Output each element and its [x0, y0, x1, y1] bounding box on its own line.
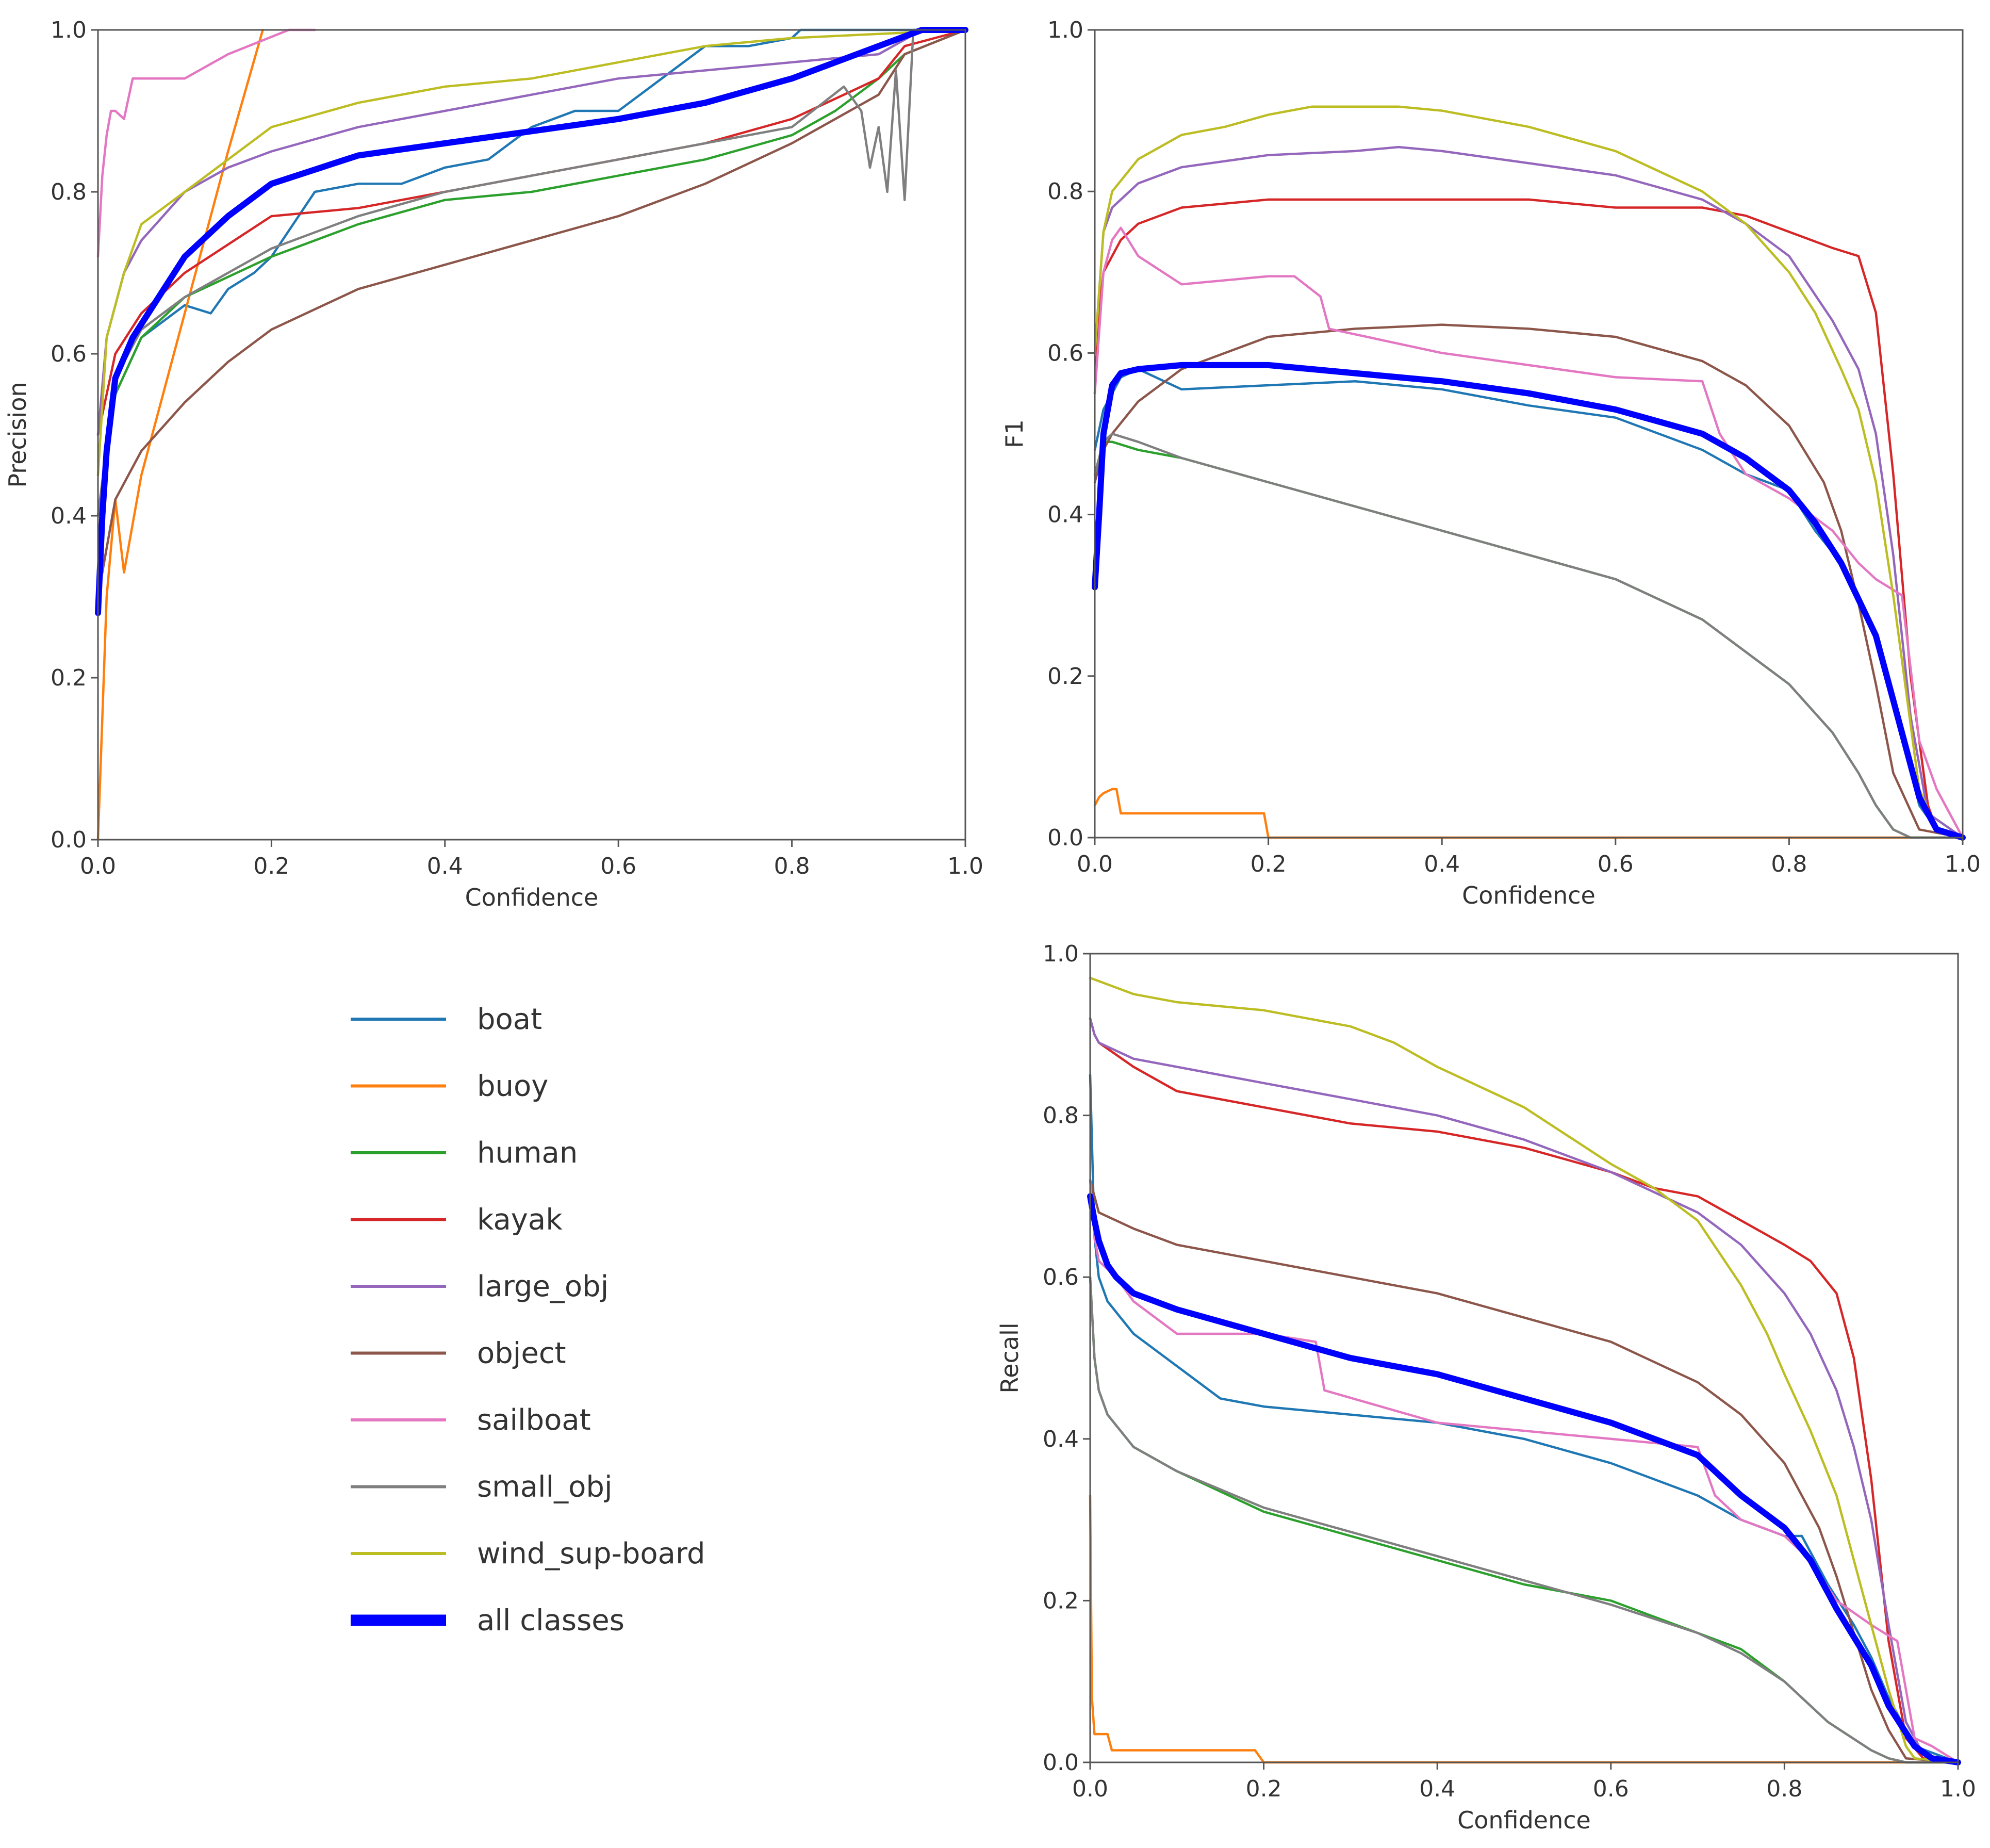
recall-y-tick-label: 0.0	[1043, 1749, 1079, 1776]
precision-y-tick-label: 0.6	[51, 341, 87, 367]
legend-label-all-classes: all classes	[477, 1604, 624, 1638]
precision-line-small-obj	[96, 28, 967, 517]
recall-y-tick-label: 0.6	[1043, 1264, 1079, 1290]
recall-x-tick-label: 1.0	[1940, 1776, 1976, 1802]
f1-x-tick-label: 0.2	[1251, 851, 1287, 877]
precision-y-tick-label: 0.2	[51, 665, 87, 691]
f1-line-all-classes	[1092, 362, 1966, 841]
f1-line-buoy	[1093, 788, 1964, 839]
recall-x-tick-label: 0.6	[1593, 1776, 1629, 1802]
f1-y-tick-label: 1.0	[1047, 17, 1083, 43]
recall-x-tick-label: 0.4	[1419, 1776, 1455, 1802]
recall-line-small-obj	[1089, 1275, 1960, 1764]
precision-line-buoy	[96, 28, 264, 841]
recall-frame	[1089, 953, 1959, 1763]
precision-line-large-obj	[96, 28, 967, 436]
f1-line-large-obj	[1093, 145, 1964, 839]
precision-y-tick-label: 0.8	[51, 179, 87, 205]
precision-x-tick-label: 1.0	[947, 853, 983, 879]
recall-y-axis-label: Recall	[996, 1322, 1024, 1393]
f1-x-tick-label: 0.8	[1771, 851, 1807, 877]
recall-x-tick-label: 0.8	[1766, 1776, 1802, 1802]
legend-label-small-obj: small_obj	[477, 1470, 613, 1504]
precision-plot-area	[98, 30, 965, 840]
f1-plot: 0.0 0.2 0.4 0.6 0.8 1.0 0.0 0.2 0.4 0.6 0.8 1.0 Conf…	[1000, 17, 1981, 909]
legend-label-wind-sup-board: wind_sup-board	[477, 1537, 705, 1571]
precision-x-tick-label: 0.4	[427, 853, 463, 879]
f1-y-tick-label: 0.0	[1047, 825, 1083, 851]
precision-x-tick-label: 0.0	[80, 853, 116, 879]
legend-label-sailboat: sailboat	[477, 1403, 591, 1437]
legend-label-large-obj: large_obj	[477, 1270, 608, 1303]
recall-x-axis-label: Confidence	[1457, 1806, 1591, 1834]
f1-line-small-obj	[1093, 432, 1964, 839]
recall-y-tick-label: 0.2	[1043, 1588, 1079, 1614]
precision-y-tick-label: 1.0	[51, 17, 87, 43]
legend-label-kayak: kayak	[477, 1203, 563, 1237]
precision-x-tick-label: 0.6	[600, 853, 636, 879]
f1-plot-area	[1095, 30, 1963, 838]
legend-label-object: object	[477, 1337, 566, 1370]
f1-y-tick-label: 0.4	[1047, 502, 1083, 528]
precision-x-axis-label: Confidence	[465, 884, 599, 911]
recall-series-group	[1087, 976, 1961, 1765]
recall-y-tick-label: 0.8	[1043, 1103, 1079, 1129]
f1-line-wind-sup-board	[1093, 105, 1964, 839]
f1-x-tick-label: 0.4	[1424, 851, 1460, 877]
precision-line-sailboat	[96, 28, 316, 258]
precision-y-tick-label: 0.4	[51, 503, 87, 529]
recall-y-tick-label: 0.4	[1043, 1426, 1079, 1452]
recall-line-wind-sup-board	[1089, 976, 1960, 1764]
precision-line-wind-sup-board	[96, 28, 967, 477]
f1-series-group	[1092, 105, 1966, 841]
legend-label-boat: boat	[477, 1003, 542, 1036]
precision-line-object	[96, 28, 967, 598]
precision-line-human	[96, 28, 967, 517]
precision-plot: 0.0 0.2 0.4 0.6 0.8 1.0 0.0 0.2 0.4 0.6 0.8 1.0 Conf…	[4, 17, 983, 911]
recall-line-all-classes	[1087, 1193, 1961, 1765]
f1-frame	[1094, 29, 1964, 839]
recall-plot: 0.0 0.2 0.4 0.6 0.8 1.0 0.0 0.2 0.4 0.6 0.8 1.0 Conf…	[996, 941, 1976, 1834]
recall-line-object	[1089, 1179, 1960, 1764]
f1-y-tick-label: 0.2	[1047, 663, 1083, 690]
recall-line-boat	[1089, 1073, 1960, 1764]
recall-line-large-obj	[1089, 1017, 1960, 1764]
recall-plot-area	[1090, 954, 1958, 1762]
legend-label-human: human	[477, 1136, 578, 1170]
recall-y-tick-label: 1.0	[1043, 941, 1079, 967]
precision-line-boat	[96, 28, 967, 517]
precision-series-group	[95, 27, 968, 841]
f1-line-sailboat	[1093, 226, 1964, 839]
precision-y-axis-label: Precision	[4, 382, 31, 487]
recall-line-buoy	[1089, 1494, 1960, 1764]
recall-x-tick-label: 0.0	[1072, 1776, 1108, 1802]
f1-line-object	[1093, 323, 1964, 839]
legend-label-buoy: buoy	[477, 1070, 548, 1103]
f1-y-axis-label: F1	[1000, 419, 1028, 448]
f1-y-tick-label: 0.8	[1047, 178, 1083, 205]
f1-line-kayak	[1093, 198, 1964, 839]
precision-x-tick-label: 0.2	[253, 853, 289, 879]
recall-x-tick-label: 0.2	[1246, 1776, 1282, 1802]
f1-x-tick-label: 0.0	[1077, 851, 1113, 877]
f1-x-axis-label: Confidence	[1462, 881, 1596, 909]
precision-y-tick-label: 0.0	[51, 827, 87, 853]
f1-y-tick-label: 0.6	[1047, 340, 1083, 366]
precision-line-all-classes	[95, 27, 968, 616]
f1-x-tick-label: 1.0	[1945, 851, 1981, 877]
precision-frame	[97, 29, 966, 841]
precision-x-tick-label: 0.8	[774, 853, 810, 879]
recall-line-kayak	[1089, 1017, 1960, 1764]
f1-x-tick-label: 0.6	[1598, 851, 1634, 877]
